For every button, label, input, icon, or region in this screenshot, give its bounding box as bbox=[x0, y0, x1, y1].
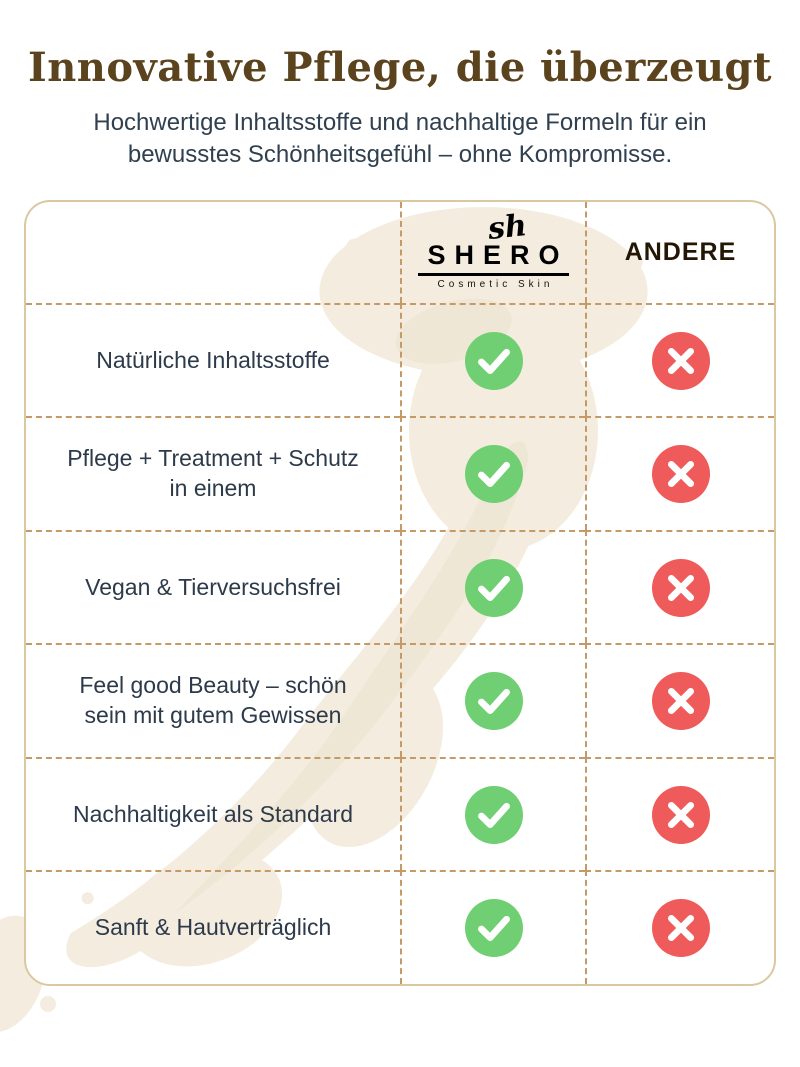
andere-value-cell bbox=[585, 643, 774, 757]
shero-value-cell bbox=[400, 416, 585, 530]
page-title: Innovative Pflege, die überzeugt bbox=[27, 44, 772, 91]
page-subtitle: Hochwertige Inhaltsstoffe und nachhaltig… bbox=[93, 109, 707, 169]
shero-value-cell bbox=[400, 529, 585, 644]
andere-value-cell bbox=[585, 756, 774, 871]
feature-label: Natürliche Inhaltsstoffe bbox=[26, 302, 400, 417]
check-icon bbox=[464, 445, 523, 504]
cross-icon bbox=[651, 785, 710, 844]
andere-value-cell bbox=[585, 870, 774, 984]
header-empty-cell bbox=[26, 202, 400, 303]
check-icon bbox=[464, 899, 523, 958]
comparison-table: sh SHERO Cosmetic Skin ANDERE Natürliche… bbox=[24, 199, 776, 986]
cross-icon bbox=[651, 331, 710, 390]
brand-tagline: Cosmetic Skin bbox=[437, 279, 554, 291]
shero-value-cell bbox=[400, 643, 585, 757]
comparison-grid: sh SHERO Cosmetic Skin ANDERE Natürliche… bbox=[26, 201, 774, 984]
cross-icon bbox=[651, 558, 710, 617]
brand-logo: sh SHERO Cosmetic Skin bbox=[400, 201, 585, 303]
cross-icon bbox=[651, 672, 710, 731]
feature-label: Sanft & Hautverträglich bbox=[26, 870, 400, 984]
competitor-label: ANDERE bbox=[585, 201, 774, 303]
brand-name: SHERO bbox=[418, 241, 569, 277]
feature-label: Vegan & Tierversuchsfrei bbox=[26, 529, 400, 644]
andere-value-cell bbox=[585, 302, 774, 417]
milk-splash-dot bbox=[40, 996, 56, 1012]
feature-label: Feel good Beauty – schön sein mit gutem … bbox=[26, 643, 400, 757]
cross-icon bbox=[651, 445, 710, 504]
check-icon bbox=[464, 785, 523, 844]
check-icon bbox=[464, 558, 523, 617]
check-icon bbox=[464, 331, 523, 390]
shero-value-cell bbox=[400, 302, 585, 417]
feature-label: Pflege + Treatment + Schutz in einem bbox=[26, 416, 400, 530]
shero-value-cell bbox=[400, 756, 585, 871]
shero-value-cell bbox=[400, 870, 585, 984]
brand-script-mark: sh bbox=[486, 208, 529, 248]
cross-icon bbox=[651, 899, 710, 958]
andere-value-cell bbox=[585, 529, 774, 644]
feature-label: Nachhaltigkeit als Standard bbox=[26, 756, 400, 871]
andere-value-cell bbox=[585, 416, 774, 530]
check-icon bbox=[464, 672, 523, 731]
